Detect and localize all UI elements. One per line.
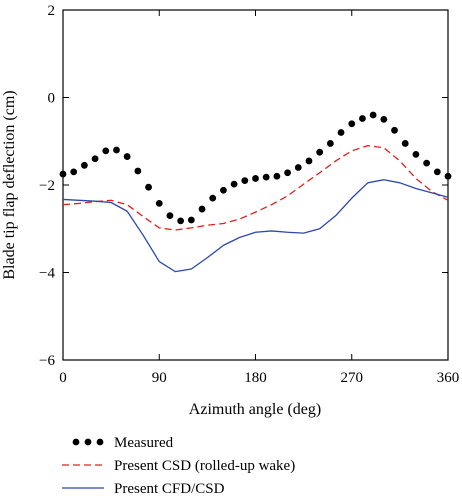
x-tick-label: 0 bbox=[59, 370, 67, 386]
measured-point bbox=[187, 216, 195, 224]
x-tick-label: 180 bbox=[244, 370, 267, 386]
measured-point bbox=[316, 148, 324, 156]
x-axis-ticks: 0 90 180 270 360 bbox=[59, 10, 459, 386]
legend-label-cfdcsd: Present CFD/CSD bbox=[114, 481, 225, 497]
measured-point bbox=[209, 194, 217, 202]
measured-point bbox=[134, 167, 142, 175]
y-tick-label: −2 bbox=[39, 178, 55, 194]
measured-point bbox=[102, 147, 110, 155]
measured-point bbox=[337, 129, 345, 136]
measured-point bbox=[166, 212, 174, 220]
measured-point bbox=[220, 186, 227, 194]
measured-point bbox=[177, 217, 185, 225]
measured-point bbox=[80, 161, 88, 169]
measured-point bbox=[326, 140, 334, 147]
measured-point bbox=[273, 172, 281, 180]
x-axis-label: Azimuth angle (deg) bbox=[189, 401, 321, 418]
measured-point bbox=[369, 111, 377, 119]
y-axis-label: Blade tip flap deflection (cm) bbox=[1, 90, 18, 279]
series-line-csd bbox=[62, 144, 449, 231]
measured-point bbox=[252, 175, 259, 182]
legend-label-csd: Present CSD (rolled-up wake) bbox=[114, 458, 295, 474]
x-tick-label: 270 bbox=[341, 370, 364, 386]
measured-point bbox=[155, 199, 163, 207]
measured-point bbox=[123, 153, 131, 160]
x-tick-label: 360 bbox=[437, 370, 460, 386]
measured-point bbox=[262, 173, 270, 181]
legend-swatch-measured bbox=[84, 438, 92, 446]
measured-point bbox=[294, 164, 302, 171]
measured-point bbox=[423, 159, 431, 167]
measured-point bbox=[113, 146, 120, 154]
x-tick-label: 90 bbox=[152, 370, 167, 386]
measured-point bbox=[59, 170, 67, 178]
measured-point bbox=[230, 180, 238, 188]
legend: Measured Present CSD (rolled-up wake) Pr… bbox=[62, 435, 295, 497]
legend-swatch-measured bbox=[72, 438, 80, 446]
measured-point bbox=[241, 177, 249, 185]
measured-point bbox=[412, 150, 420, 158]
series-line-cfdcsd bbox=[62, 179, 449, 273]
legend-label-measured: Measured bbox=[114, 435, 174, 451]
measured-point bbox=[70, 168, 78, 176]
measured-point bbox=[91, 155, 99, 163]
measured-point bbox=[433, 168, 441, 176]
y-tick-label: 0 bbox=[48, 91, 56, 107]
measured-point bbox=[284, 169, 291, 177]
measured-point bbox=[380, 115, 388, 123]
y-axis-ticks: −6 −4 −2 0 2 bbox=[39, 3, 448, 369]
legend-swatch-measured bbox=[96, 438, 104, 446]
y-tick-label: 2 bbox=[48, 3, 56, 19]
y-tick-label: −4 bbox=[39, 266, 55, 282]
measured-point bbox=[359, 115, 366, 122]
measured-point bbox=[401, 140, 409, 147]
measured-point bbox=[305, 157, 313, 165]
plot-frame bbox=[62, 9, 449, 361]
measured-point bbox=[391, 126, 398, 134]
measured-point bbox=[444, 172, 452, 180]
measured-point bbox=[348, 120, 356, 128]
measured-point bbox=[145, 183, 152, 191]
measured-point bbox=[198, 205, 206, 213]
series-layer bbox=[59, 111, 452, 273]
y-tick-label: −6 bbox=[39, 353, 55, 369]
